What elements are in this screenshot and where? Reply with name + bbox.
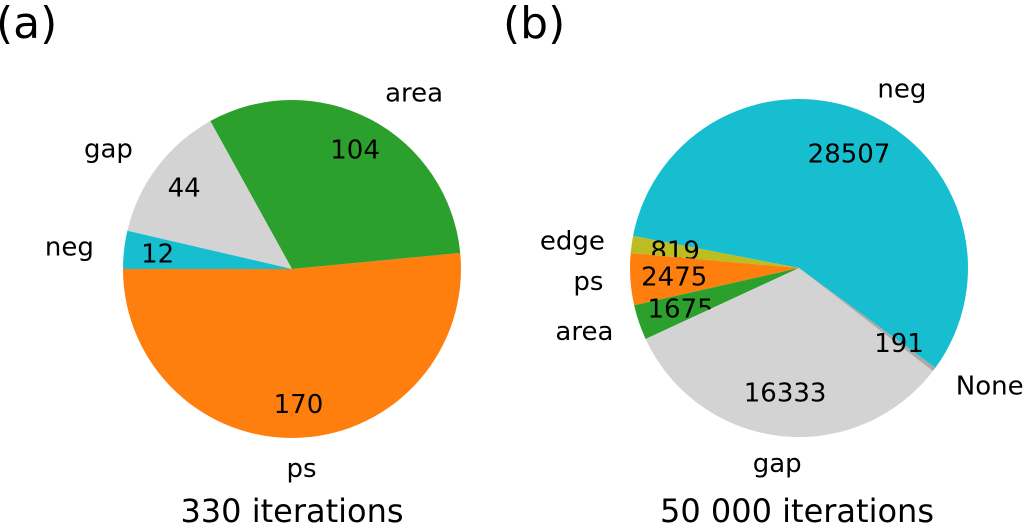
slice-label-gap: gap <box>84 135 133 165</box>
slice-label-ps: ps <box>573 267 603 297</box>
value-label-gap: 16333 <box>744 378 827 408</box>
slice-label-neg: neg <box>877 74 926 104</box>
slice-label-area: area <box>385 79 443 109</box>
pie-slice-neg <box>123 230 292 269</box>
caption-a: 330 iterations <box>180 492 403 524</box>
slice-label-none: None <box>956 372 1024 402</box>
panel-label-a: (a) <box>0 0 57 49</box>
caption-b: 50 000 iterations <box>660 492 934 524</box>
slice-label-area: area <box>555 317 613 347</box>
panel-label-b: (b) <box>503 0 565 49</box>
value-label-ps: 170 <box>274 390 324 420</box>
pie-slice-edge <box>630 235 799 268</box>
value-label-gap: 44 <box>168 173 201 203</box>
pie-slice-neg <box>633 98 969 368</box>
slice-label-gap: gap <box>753 449 802 479</box>
slice-label-ps: ps <box>286 454 316 484</box>
value-label-ps: 2475 <box>641 262 707 292</box>
pie-slice-area <box>210 100 461 269</box>
value-label-none: 191 <box>874 329 924 359</box>
pie-slice-gap <box>127 121 292 270</box>
pie-slice-none <box>799 268 936 372</box>
pie-slice-gap <box>645 268 933 437</box>
value-label-neg: 28507 <box>808 139 891 169</box>
value-label-neg: 12 <box>141 240 174 270</box>
pie-chart-b: 28507neg819edge2475ps1675area16333gap191… <box>540 74 1024 479</box>
pie-slice-ps <box>123 252 461 438</box>
value-label-area: 104 <box>330 135 380 165</box>
slice-label-neg: neg <box>45 232 94 262</box>
slice-label-edge: edge <box>540 227 605 257</box>
pie-slice-area <box>634 268 799 339</box>
pie-slice-ps <box>630 253 799 306</box>
pie-panel-b: (b) 28507neg819edge2475ps1675area16333ga… <box>503 0 1024 524</box>
